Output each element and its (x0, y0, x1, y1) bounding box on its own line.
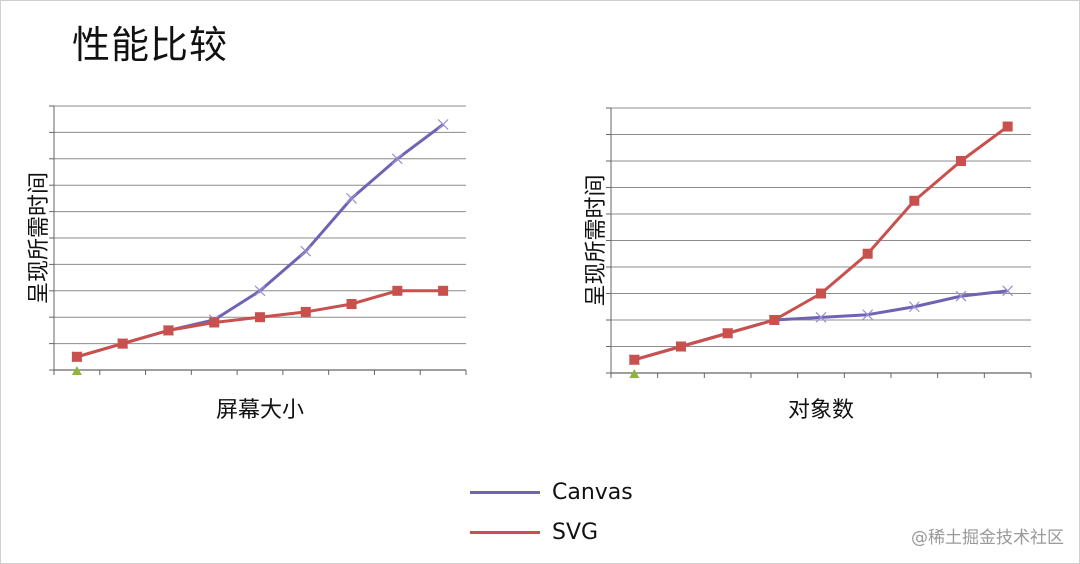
data-point (300, 306, 311, 317)
legend-item-svg: SVG (470, 512, 633, 552)
data-point (722, 328, 733, 339)
data-point (300, 245, 312, 257)
series-svg (629, 121, 1013, 365)
x-axis-label: 对象数 (788, 398, 854, 423)
data-point (815, 311, 827, 323)
origin-marker (71, 366, 82, 375)
data-point (956, 156, 966, 166)
data-point (909, 195, 920, 206)
legend-item-canvas: Canvas (470, 472, 633, 512)
data-point (163, 325, 174, 336)
legend-line-svg (470, 530, 540, 534)
series-svg (71, 285, 449, 362)
data-point (438, 285, 449, 296)
data-point (117, 338, 128, 349)
data-point (255, 312, 265, 323)
legend-label-svg: SVG (552, 519, 599, 545)
data-point (71, 351, 82, 362)
data-point (676, 341, 686, 352)
data-point (908, 301, 920, 313)
series-line-svg (633, 125, 1009, 362)
data-point (862, 309, 874, 321)
legend: Canvas SVG (470, 472, 633, 552)
origin-marker (629, 369, 640, 378)
series-line-svg (76, 289, 444, 359)
data-point (955, 290, 967, 302)
y-axis-label: 呈现所需时间 (584, 174, 609, 306)
data-point (346, 192, 357, 204)
data-point (816, 288, 826, 299)
y-axis-label: 呈现所需时间 (27, 172, 52, 304)
data-point (862, 248, 873, 259)
watermark: @稀土掘金技术社区 (911, 528, 1064, 548)
data-point (1002, 285, 1014, 297)
data-point (1002, 121, 1013, 132)
series-canvas (71, 119, 449, 363)
data-point (629, 354, 640, 365)
data-point (346, 299, 357, 309)
series-line-canvas (633, 289, 1008, 362)
legend-label-canvas: Canvas (552, 479, 633, 505)
data-point (254, 285, 266, 297)
legend-line-canvas (470, 490, 540, 494)
data-point (769, 315, 780, 325)
data-point (392, 285, 403, 296)
data-point (209, 317, 220, 328)
data-point (437, 119, 449, 130)
page-title: 性能比较 (72, 23, 229, 67)
x-axis-label: 屏幕大小 (216, 398, 304, 423)
data-point (391, 153, 403, 165)
